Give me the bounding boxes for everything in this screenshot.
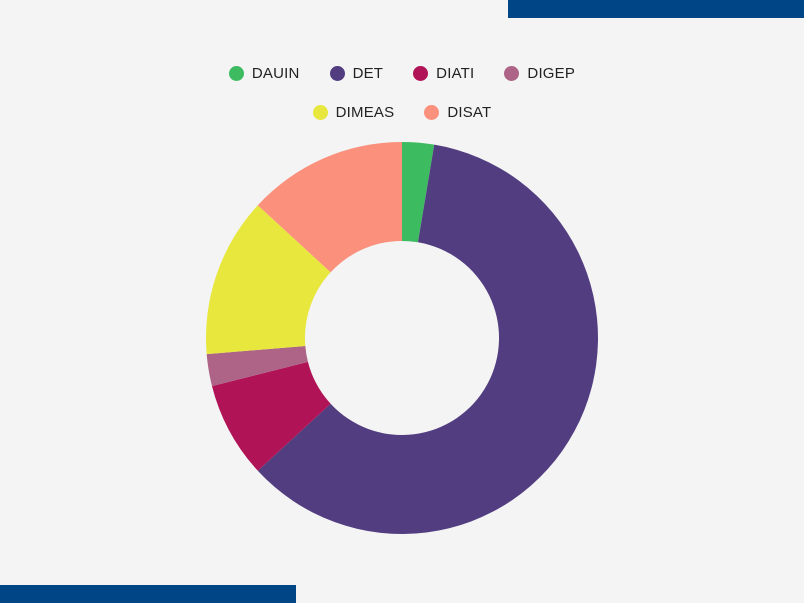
legend-swatch-icon: [312, 105, 328, 120]
legend-label: DIATI: [436, 65, 475, 82]
legend-item-disat[interactable]: DISAT: [424, 104, 491, 121]
legend-item-det[interactable]: DET: [329, 65, 384, 82]
legend-item-dauin[interactable]: DAUIN: [228, 65, 300, 82]
legend-label: DIMEAS: [335, 104, 395, 121]
legend-swatch-icon: [504, 66, 520, 81]
legend-swatch-icon: [424, 105, 440, 120]
donut-slices: [205, 142, 599, 534]
legend-item-digep[interactable]: DIGEP: [504, 65, 575, 82]
legend-item-diati[interactable]: DIATI: [413, 65, 474, 82]
donut-slice-det[interactable]: [257, 144, 599, 534]
legend-item-dimeas[interactable]: DIMEAS: [312, 104, 395, 121]
donut-slice-diati[interactable]: [211, 361, 331, 471]
legend-label: DIGEP: [527, 65, 576, 82]
legend-label: DISAT: [447, 104, 492, 121]
legend-label: DET: [352, 65, 384, 82]
donut-slice-disat[interactable]: [257, 142, 402, 273]
legend-row-1: DAUIN DET DIATI DIGEP: [0, 65, 804, 82]
legend-swatch-icon: [413, 66, 429, 81]
donut-slice-dimeas[interactable]: [205, 205, 331, 355]
donut-slice-digep[interactable]: [206, 346, 308, 387]
donut-slice-dauin[interactable]: [402, 142, 435, 243]
legend-swatch-icon: [329, 66, 345, 81]
legend-swatch-icon: [228, 66, 244, 81]
legend-row-2: DIMEAS DISAT: [0, 104, 804, 121]
decorative-bar-top: [508, 0, 804, 18]
legend-label: DAUIN: [251, 65, 300, 82]
decorative-bar-bottom: [0, 585, 296, 603]
